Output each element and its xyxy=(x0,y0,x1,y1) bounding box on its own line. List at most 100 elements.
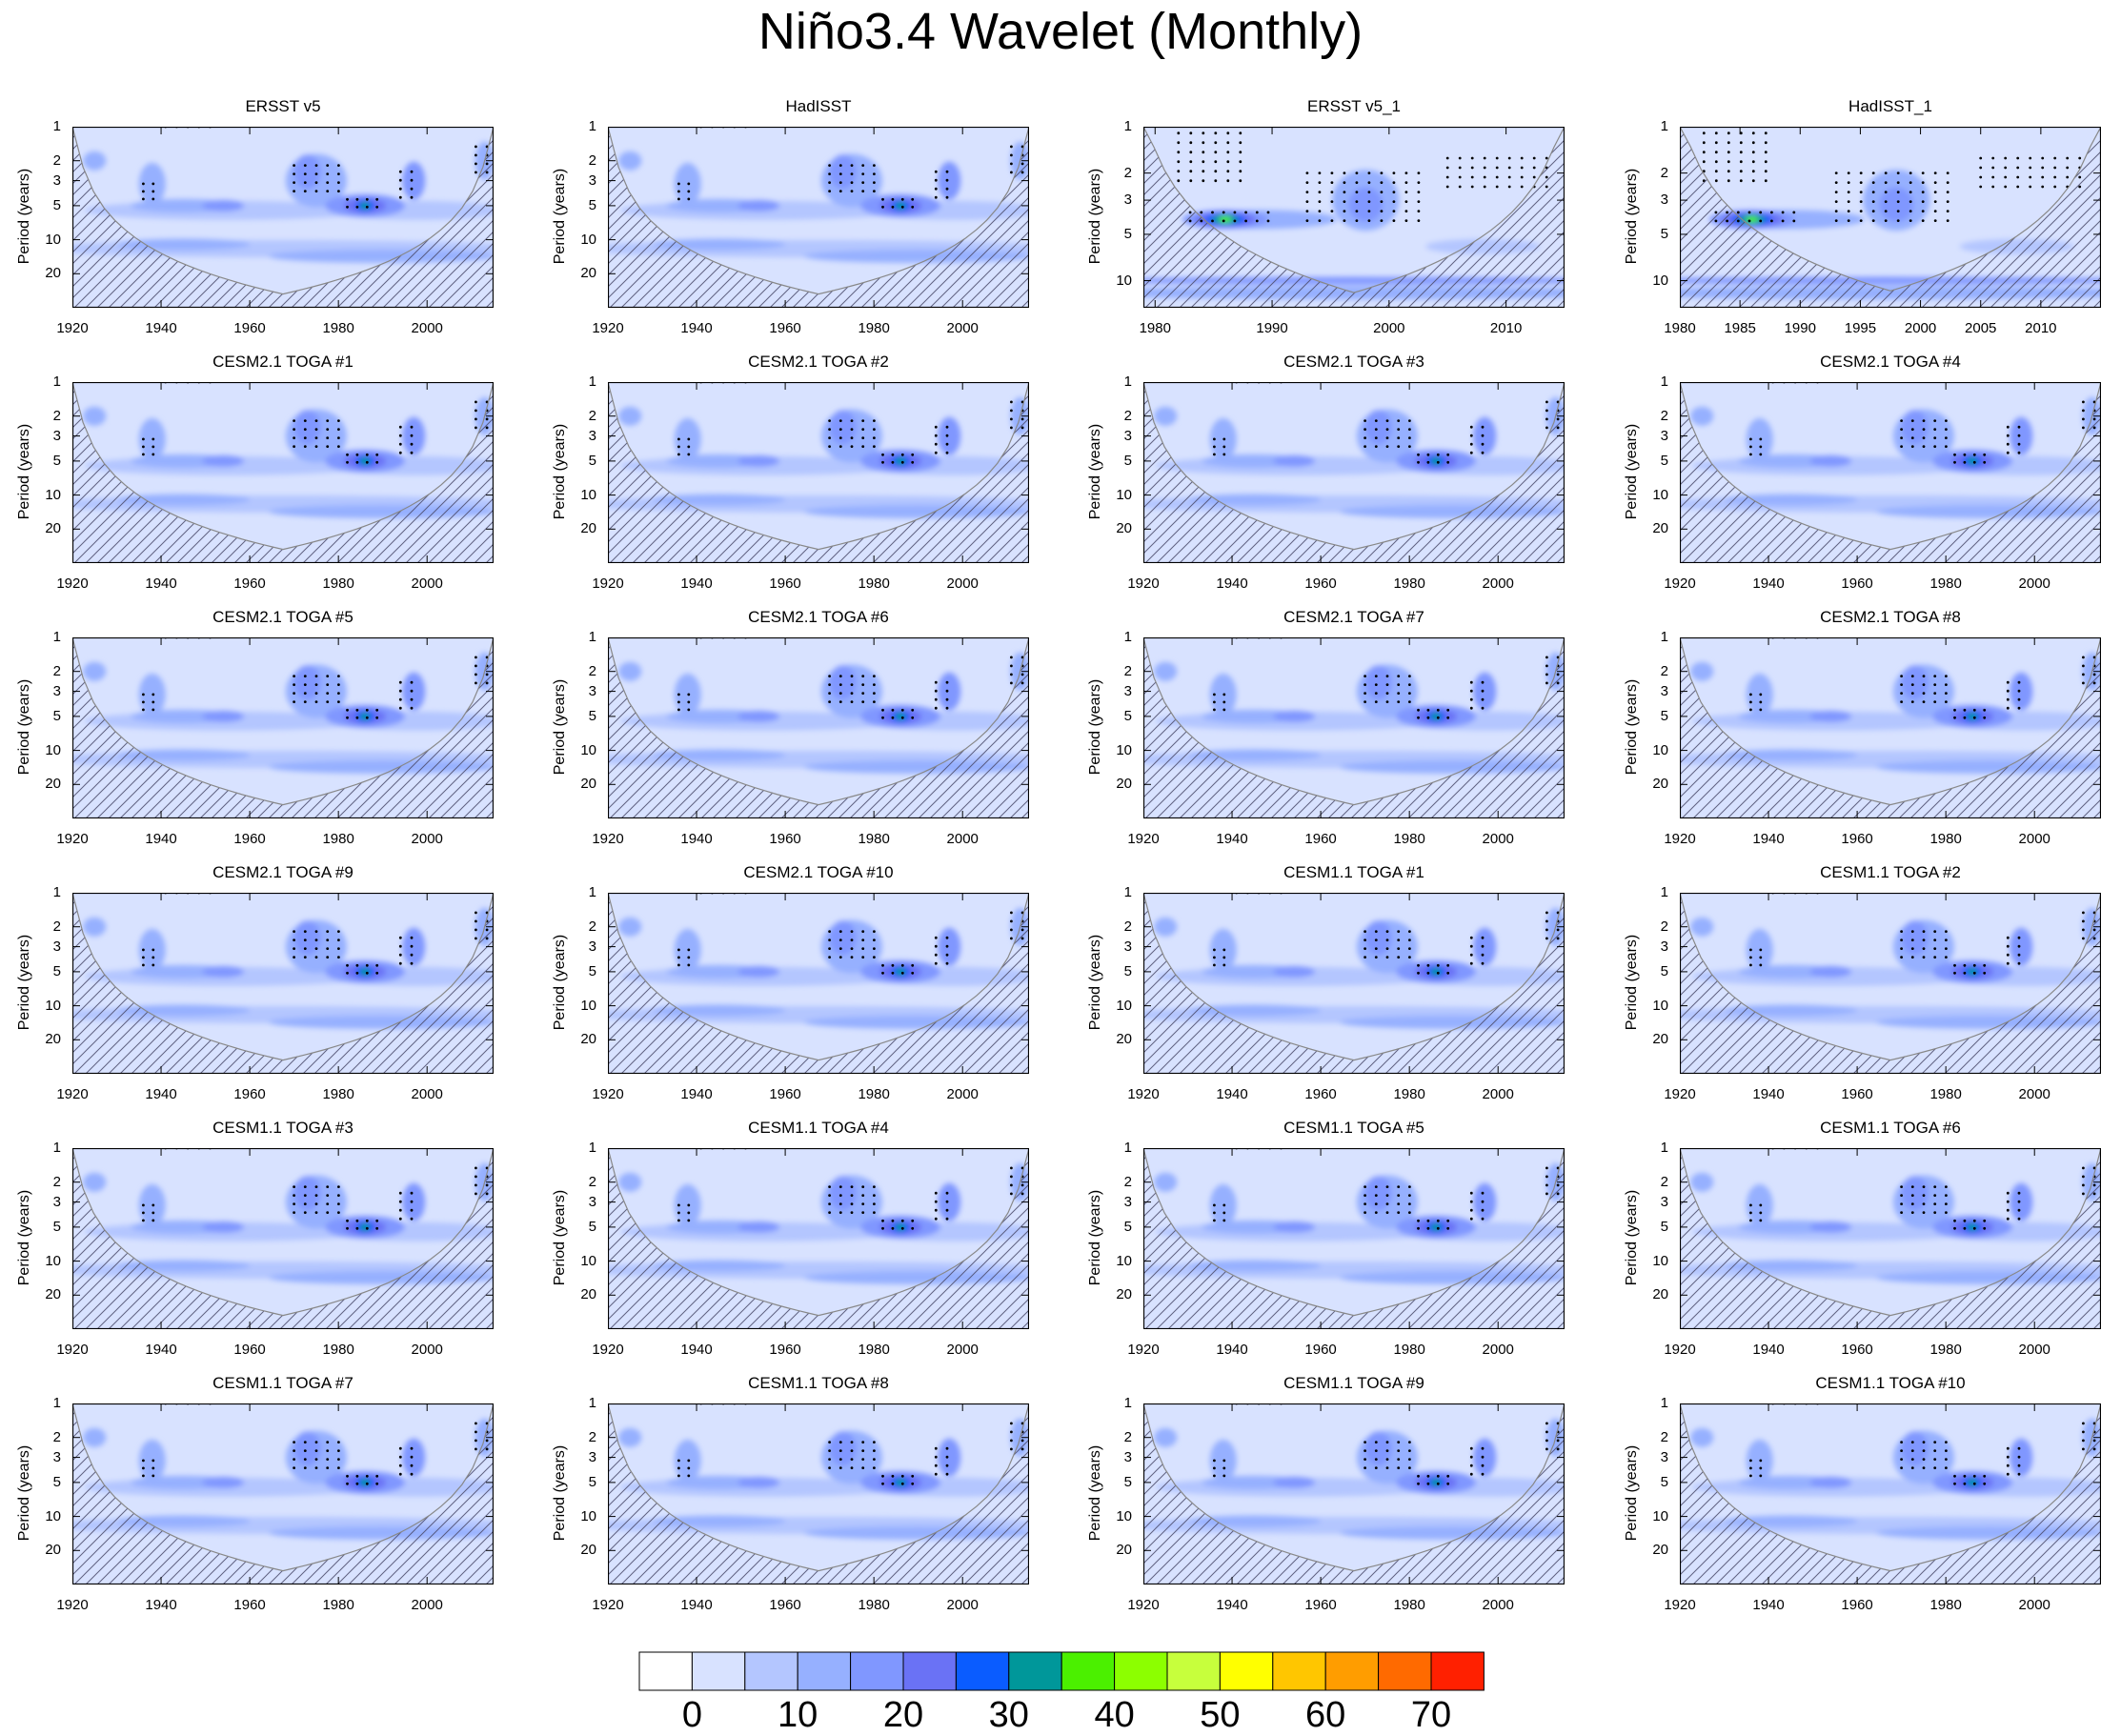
stipple-dot xyxy=(1222,1474,1226,1478)
stipple-dot xyxy=(945,425,949,429)
stipple-dot xyxy=(1408,683,1411,686)
y-tick-label: 3 xyxy=(588,427,596,444)
stipple-dot xyxy=(2066,166,2070,170)
y-tick-label: 10 xyxy=(45,486,61,503)
y-tick-label: 2 xyxy=(52,918,61,935)
stipple-dot xyxy=(873,683,876,686)
stipple-dot xyxy=(1397,1466,1401,1469)
y-tick-label: 10 xyxy=(1116,741,1132,758)
stipple-dot xyxy=(1751,141,1755,145)
stipple-dot xyxy=(2029,156,2032,160)
stipple-dot xyxy=(873,419,876,422)
stipple-dot xyxy=(850,675,854,677)
y-tick-label: 3 xyxy=(1660,427,1668,444)
stipple-dot xyxy=(1759,693,1763,696)
stipple-dot xyxy=(1834,191,1838,193)
stipple-dot xyxy=(365,708,369,712)
stipple-dot xyxy=(1900,675,1903,677)
stipple-dot xyxy=(1946,172,1949,174)
stipple-dot xyxy=(911,963,915,967)
stipple-dot xyxy=(1397,675,1401,677)
stipple-dot xyxy=(1226,179,1230,183)
stipple-dot xyxy=(1922,1458,1926,1461)
stipple-dot xyxy=(303,445,307,448)
stipple-dot xyxy=(1714,141,1718,145)
stipple-dot xyxy=(1010,919,1013,923)
stipple-dot xyxy=(398,434,402,437)
stipple-dot xyxy=(911,460,915,464)
stipple-dot xyxy=(1520,175,1524,179)
stipple-dot xyxy=(326,445,330,448)
stipple-dot xyxy=(828,436,831,439)
stipple-dot xyxy=(838,445,842,448)
stipple-dot xyxy=(1900,692,1903,695)
power-contour xyxy=(1348,187,1384,222)
stipple-dot xyxy=(677,453,680,456)
y-axis-label: Period (years) xyxy=(16,678,32,776)
significance-stipple xyxy=(677,127,1024,209)
y-tick-label: 3 xyxy=(1123,682,1132,699)
power-peak xyxy=(896,967,906,976)
wavelet-plot xyxy=(1143,1148,1565,1329)
colorbar-swatch xyxy=(955,1651,1010,1691)
x-tick-label: 2005 xyxy=(1965,320,1997,336)
panel-title: CESM1.1 TOGA #2 xyxy=(1820,863,1961,881)
stipple-dot xyxy=(861,1466,865,1469)
stipple-dot xyxy=(1759,1459,1763,1463)
stipple-dot xyxy=(1343,191,1346,193)
cone-of-influence-hatch xyxy=(1143,1403,1565,1585)
stipple-dot xyxy=(1759,708,1763,712)
stipple-dot xyxy=(1507,185,1511,189)
stipple-dot xyxy=(934,451,938,454)
stipple-dot xyxy=(410,187,414,191)
stipple-dot xyxy=(677,700,680,704)
stipple-dot xyxy=(2004,185,2008,189)
power-peak xyxy=(896,712,906,720)
power-peak xyxy=(1745,215,1759,223)
x-tick-label: 1980 xyxy=(1929,831,1962,847)
power-contour xyxy=(1690,1172,1714,1192)
wavelet-plot xyxy=(72,127,494,308)
stipple-dot xyxy=(355,708,359,712)
cone-of-influence-hatch xyxy=(1143,382,1565,563)
stipple-dot xyxy=(314,675,318,677)
y-tick-label: 2 xyxy=(1123,407,1132,424)
cone-of-influence-line xyxy=(72,1403,494,1572)
power-contour xyxy=(1273,454,1316,467)
y-tick-label: 10 xyxy=(45,741,61,758)
power-contour xyxy=(1364,665,1392,700)
x-tick-label: 1920 xyxy=(1127,1342,1160,1358)
stipple-dot xyxy=(838,1202,842,1205)
stipple-dot xyxy=(1900,1466,1903,1469)
power-contour xyxy=(83,151,107,171)
stipple-dot xyxy=(303,419,307,422)
stipple-dot xyxy=(2006,1472,2010,1476)
stipple-dot xyxy=(1714,170,1718,173)
stipple-dot xyxy=(677,182,680,186)
stipple-dot xyxy=(945,1455,949,1459)
panel-frame xyxy=(1143,382,1565,563)
x-tick-label: 1980 xyxy=(1393,1086,1425,1102)
y-tick-label: 3 xyxy=(1123,427,1132,444)
stipple-dot xyxy=(1374,1449,1378,1452)
x-tick-label: 2000 xyxy=(411,1086,443,1102)
cone-of-influence-line xyxy=(1143,127,1565,293)
stipple-dot xyxy=(1749,1474,1752,1478)
stipple-dot xyxy=(687,1219,691,1222)
y-axis-label: Period (years) xyxy=(1624,678,1640,776)
stipple-dot xyxy=(1211,219,1214,223)
stipple-dot xyxy=(1859,181,1863,184)
stipple-dot xyxy=(1177,141,1181,145)
stipple-dot xyxy=(891,460,895,464)
stipple-dot xyxy=(1759,453,1763,456)
stipple-dot xyxy=(1847,191,1850,193)
stipple-dot xyxy=(1481,1455,1485,1459)
y-tick-label: 5 xyxy=(52,1218,61,1235)
power-peak xyxy=(1431,967,1442,976)
stipple-dot xyxy=(410,1208,414,1212)
stipple-dot xyxy=(1953,453,1956,456)
stipple-dot xyxy=(873,1185,876,1188)
y-tick-label: 3 xyxy=(588,1193,596,1210)
stipple-dot xyxy=(1385,1458,1389,1461)
power-peak xyxy=(1431,1478,1442,1486)
